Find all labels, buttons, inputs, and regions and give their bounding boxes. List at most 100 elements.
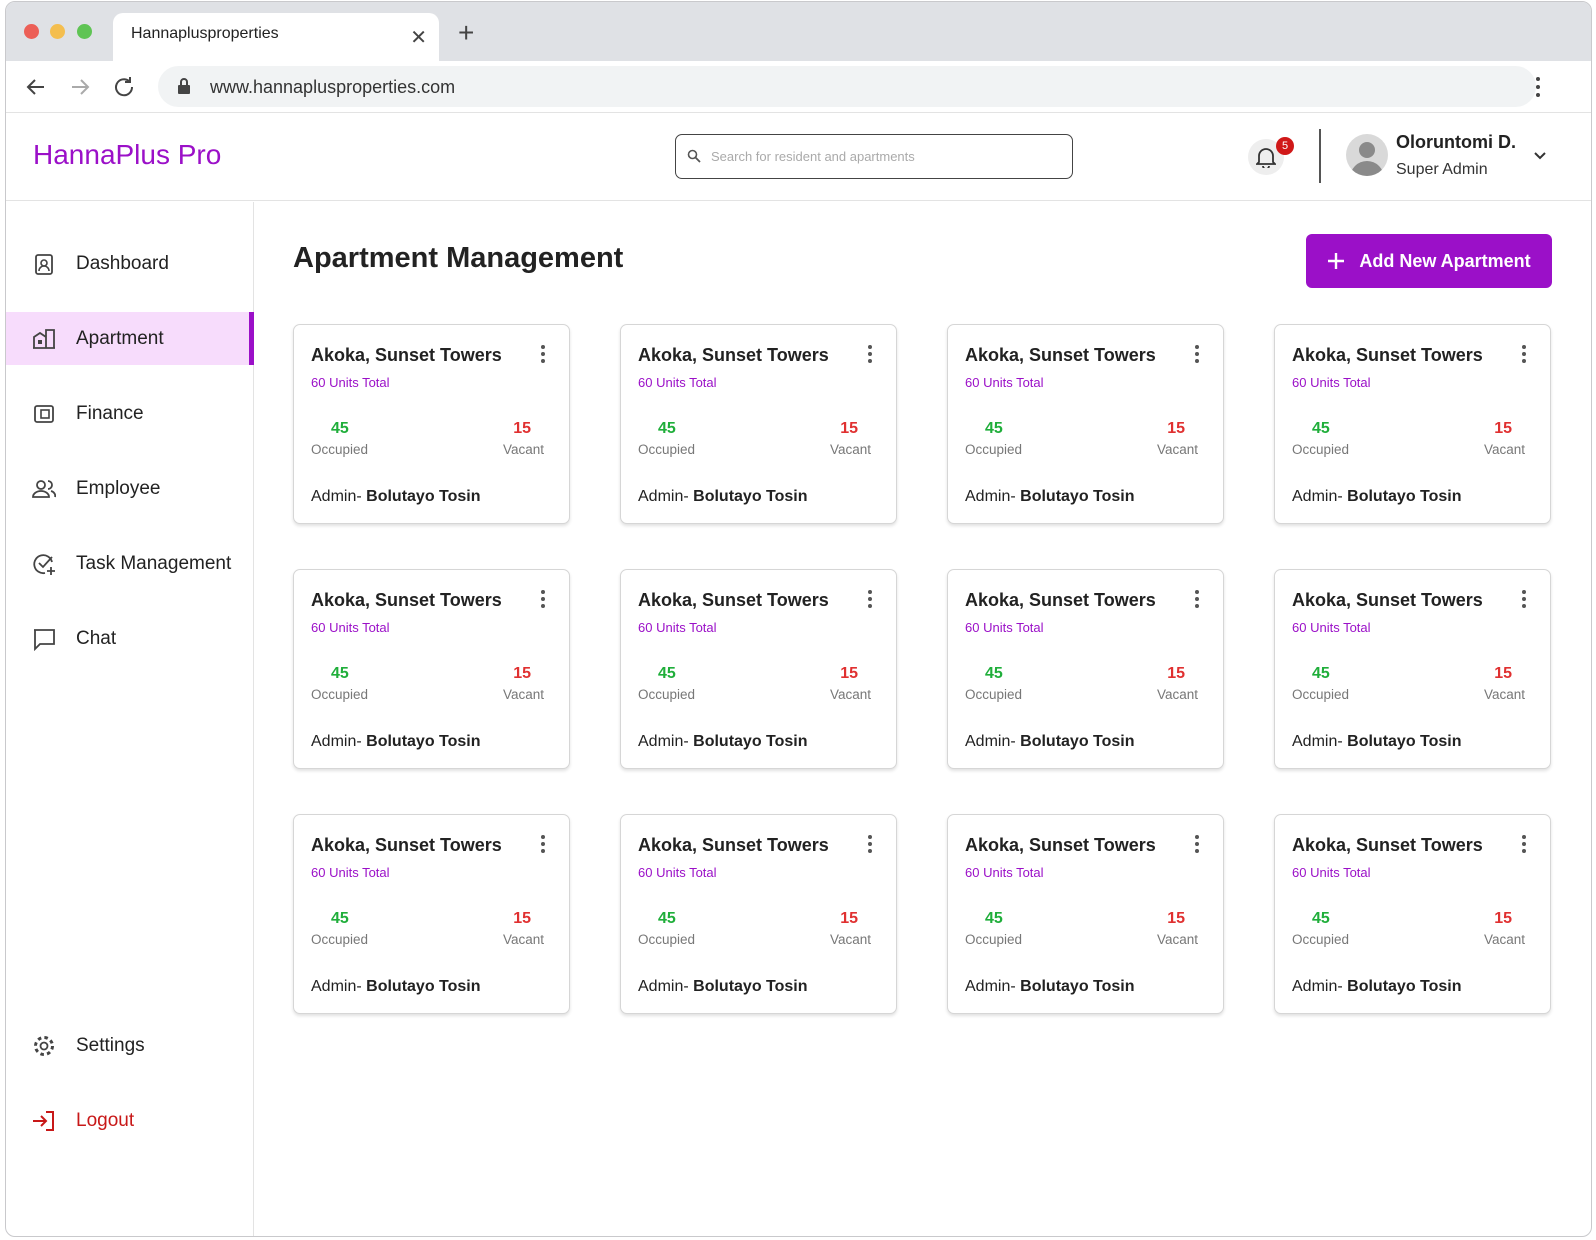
occupied-count: 45 — [985, 910, 1003, 927]
units-total: 60 Units Total — [311, 865, 390, 880]
sidebar: Dashboard Apartment Finance Employee Tas… — [6, 202, 254, 1236]
apartment-card[interactable]: Akoka, Sunset Towers 60 Units Total 45 Occu… — [1274, 569, 1551, 769]
apartment-card[interactable]: Akoka, Sunset Towers 60 Units Total 45 Occu… — [620, 569, 897, 769]
close-window[interactable] — [24, 24, 39, 39]
url-field[interactable]: www.hannaplusproperties.com — [158, 66, 1536, 107]
apartment-card[interactable]: Akoka, Sunset Towers 60 Units Total 45 Occu… — [620, 324, 897, 524]
card-menu[interactable] — [1522, 835, 1526, 858]
apartment-name: Akoka, Sunset Towers — [638, 835, 829, 855]
card-menu[interactable] — [541, 590, 545, 613]
card-menu[interactable] — [1195, 345, 1199, 368]
browser-menu[interactable] — [1533, 75, 1543, 99]
browser-tab[interactable]: Hannaplusproperties ✕ — [113, 13, 439, 61]
vacant-count: 15 — [840, 910, 858, 927]
admin-name: Bolutayo Tosin — [1347, 978, 1462, 995]
apartment-card[interactable]: Akoka, Sunset Towers 60 Units Total 45 Occu… — [1274, 324, 1551, 524]
new-tab[interactable]: + — [458, 17, 475, 48]
add-apartment-button[interactable]: Add New Apartment — [1306, 234, 1552, 288]
occupied-count: 45 — [1312, 665, 1330, 682]
card-menu[interactable] — [1522, 590, 1526, 613]
admin: Admin- Bolutayo Tosin — [638, 733, 808, 751]
admin-label: Admin- — [638, 733, 689, 750]
admin: Admin- Bolutayo Tosin — [311, 733, 481, 751]
nav-label: Employee — [76, 477, 161, 499]
admin-name: Bolutayo Tosin — [693, 978, 808, 995]
admin-label: Admin- — [1292, 978, 1343, 995]
vacant-label: Vacant — [502, 442, 544, 457]
nav-buttons[interactable] — [24, 75, 144, 99]
nav-item[interactable]: Apartment — [6, 312, 254, 365]
vacant-label: Vacant — [1483, 442, 1525, 457]
occupied-label: Occupied — [638, 687, 696, 702]
logout-item[interactable]: Logout — [6, 1094, 254, 1147]
admin-label: Admin- — [311, 488, 362, 505]
occupied-count: 45 — [331, 665, 349, 682]
admin-label: Admin- — [311, 733, 362, 750]
brand[interactable]: HannaPlus Pro — [33, 139, 222, 170]
occupied-label: Occupied — [965, 687, 1023, 702]
occupied-count: 45 — [658, 665, 676, 682]
apartment-card[interactable]: Akoka, Sunset Towers 60 Units Total 45 Occu… — [1274, 814, 1551, 1014]
page-title: Apartment Management — [293, 242, 624, 274]
settings-item[interactable]: Settings — [6, 1019, 254, 1072]
notification-badge: 5 — [1276, 137, 1294, 155]
tab-bar: Hannaplusproperties ✕ + — [6, 2, 1591, 61]
vacant-label: Vacant — [1483, 932, 1525, 947]
address-bar: www.hannaplusproperties.com — [6, 61, 1591, 113]
admin-name: Bolutayo Tosin — [366, 733, 481, 750]
units-total: 60 Units Total — [638, 865, 717, 880]
nav-item[interactable]: Employee — [6, 462, 254, 515]
vacant-label: Vacant — [502, 687, 544, 702]
admin: Admin- Bolutayo Tosin — [638, 978, 808, 996]
tab-close[interactable]: ✕ — [410, 27, 427, 49]
nav-item[interactable]: Task Management — [6, 537, 254, 590]
minimize-window[interactable] — [50, 24, 65, 39]
occupied-label: Occupied — [638, 442, 696, 457]
apartment-name: Akoka, Sunset Towers — [638, 590, 829, 610]
admin-name: Bolutayo Tosin — [1020, 978, 1135, 995]
apartment-card[interactable]: Akoka, Sunset Towers 60 Units Total 45 Occu… — [293, 324, 570, 524]
card-menu[interactable] — [541, 835, 545, 858]
nav-item[interactable]: Chat — [6, 612, 254, 665]
apartment-name: Akoka, Sunset Towers — [965, 345, 1156, 365]
occupied-label: Occupied — [311, 932, 369, 947]
apartment-card[interactable]: Akoka, Sunset Towers 60 Units Total 45 Occu… — [947, 569, 1224, 769]
admin: Admin- Bolutayo Tosin — [311, 488, 481, 506]
url-text: www.hannaplusproperties.com — [210, 77, 456, 97]
card-menu[interactable] — [868, 590, 872, 613]
card-menu[interactable] — [541, 345, 545, 368]
vacant-count: 15 — [1494, 910, 1512, 927]
nav-label: Dashboard — [76, 252, 169, 274]
admin-name: Bolutayo Tosin — [366, 488, 481, 505]
search-placeholder: Search for resident and apartments — [711, 149, 915, 164]
maximize-window[interactable] — [77, 24, 92, 39]
nav-label: Settings — [76, 1034, 145, 1056]
apartment-card[interactable]: Akoka, Sunset Towers 60 Units Total 45 Occu… — [947, 324, 1224, 524]
apartment-name: Akoka, Sunset Towers — [965, 835, 1156, 855]
card-menu[interactable] — [1195, 835, 1199, 858]
admin-label: Admin- — [1292, 488, 1343, 505]
vacant-label: Vacant — [829, 442, 871, 457]
admin-name: Bolutayo Tosin — [1020, 733, 1135, 750]
card-menu[interactable] — [1195, 590, 1199, 613]
nav-item[interactable]: Dashboard — [6, 237, 254, 290]
card-menu[interactable] — [1522, 345, 1526, 368]
user-menu-toggle[interactable] — [1533, 151, 1547, 161]
nav-label: Apartment — [76, 327, 164, 349]
card-menu[interactable] — [868, 345, 872, 368]
apartment-card[interactable]: Akoka, Sunset Towers 60 Units Total 45 Occu… — [293, 569, 570, 769]
units-total: 60 Units Total — [638, 375, 717, 390]
admin-label: Admin- — [311, 978, 362, 995]
apartment-name: Akoka, Sunset Towers — [965, 590, 1156, 610]
avatar[interactable] — [1346, 134, 1388, 176]
occupied-label: Occupied — [1292, 442, 1350, 457]
apartment-card[interactable]: Akoka, Sunset Towers 60 Units Total 45 Occu… — [947, 814, 1224, 1014]
apartment-card[interactable]: Akoka, Sunset Towers 60 Units Total 45 Occu… — [620, 814, 897, 1014]
occupied-count: 45 — [331, 420, 349, 437]
vacant-label: Vacant — [1156, 932, 1198, 947]
nav-item[interactable]: Finance — [6, 387, 254, 440]
occupied-count: 45 — [1312, 420, 1330, 437]
search-field[interactable]: Search for resident and apartments — [675, 134, 1073, 179]
apartment-card[interactable]: Akoka, Sunset Towers 60 Units Total 45 Occu… — [293, 814, 570, 1014]
card-menu[interactable] — [868, 835, 872, 858]
